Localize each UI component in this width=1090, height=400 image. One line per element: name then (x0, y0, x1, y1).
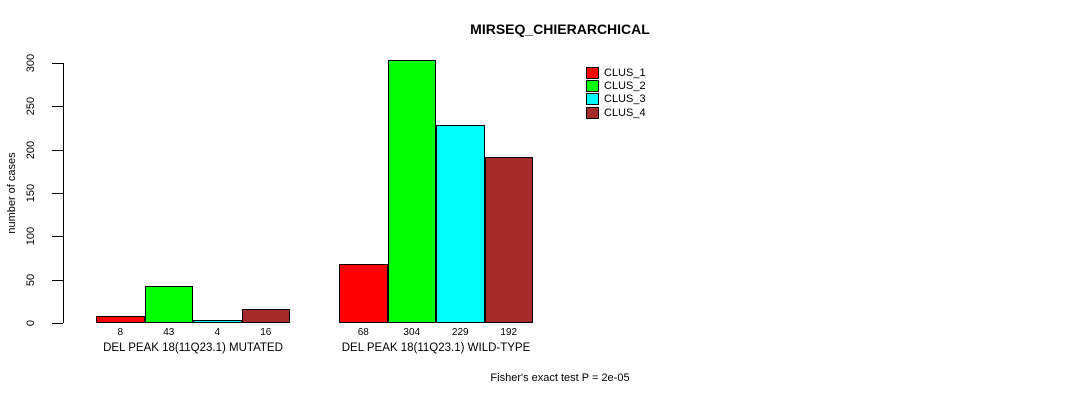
bar-clus_2-group2 (387, 60, 436, 323)
y-axis-tick (52, 280, 63, 281)
bar-value-label: 304 (403, 327, 421, 338)
bar-value-label: 229 (451, 327, 469, 338)
legend-item-clus_1: CLUS_1 (586, 66, 646, 79)
legend-item-clus_2: CLUS_2 (586, 79, 646, 92)
chart-title: MIRSEQ_CHIERARCHICAL (470, 21, 650, 37)
y-axis-tick (52, 150, 63, 151)
bar-value-label: 43 (163, 327, 175, 338)
bar-value-label: 16 (260, 327, 272, 338)
footnote: Fisher's exact test P = 2e-05 (490, 372, 630, 384)
bar-clus_1-group2 (339, 264, 388, 323)
bar-value-label: 68 (357, 327, 369, 338)
bar-clus_4-group2 (484, 157, 533, 323)
legend-label: CLUS_1 (604, 66, 646, 79)
bar-value-label: 4 (214, 327, 221, 338)
y-axis-tick-label: 250 (25, 96, 37, 116)
legend-label: CLUS_3 (604, 93, 646, 106)
y-axis-tick-label: 150 (25, 183, 37, 203)
legend: CLUS_1 CLUS_2 CLUS_3 CLUS_4 (586, 66, 646, 119)
legend-item-clus_3: CLUS_3 (586, 93, 646, 106)
y-axis-line (63, 63, 64, 323)
y-axis-tick-label: 300 (25, 53, 37, 73)
bar-clus_3-group2 (436, 125, 485, 323)
legend-swatch-icon (586, 79, 599, 92)
legend-item-clus_4: CLUS_4 (586, 106, 646, 119)
y-axis-tick (52, 236, 63, 237)
y-axis-label: number of cases (6, 152, 18, 234)
legend-label: CLUS_2 (604, 79, 646, 92)
bar-clus_2-group1 (144, 286, 193, 323)
legend-swatch-icon (586, 106, 599, 119)
bar-value-label: 192 (500, 327, 518, 338)
y-axis-tick-label: 0 (25, 319, 37, 327)
y-axis-tick (52, 63, 63, 64)
legend-swatch-icon (586, 93, 599, 106)
x-axis-group-label: DEL PEAK 18(11Q23.1) WILD-TYPE (341, 342, 531, 354)
bar-value-label: 8 (117, 327, 124, 338)
y-axis-tick-label: 100 (25, 226, 37, 246)
legend-label: CLUS_4 (604, 106, 646, 119)
y-axis-tick (52, 323, 63, 324)
y-axis-tick (52, 106, 63, 107)
y-axis-tick-label: 200 (25, 140, 37, 160)
bar-clus_4-group1 (241, 309, 290, 323)
y-axis-tick-label: 50 (25, 273, 37, 287)
bar-clus_1-group1 (96, 316, 145, 323)
legend-swatch-icon (586, 66, 599, 79)
y-axis-tick (52, 193, 63, 194)
x-axis-group-label: DEL PEAK 18(11Q23.1) MUTATED (103, 342, 283, 354)
bar-clus_3-group1 (193, 320, 242, 323)
